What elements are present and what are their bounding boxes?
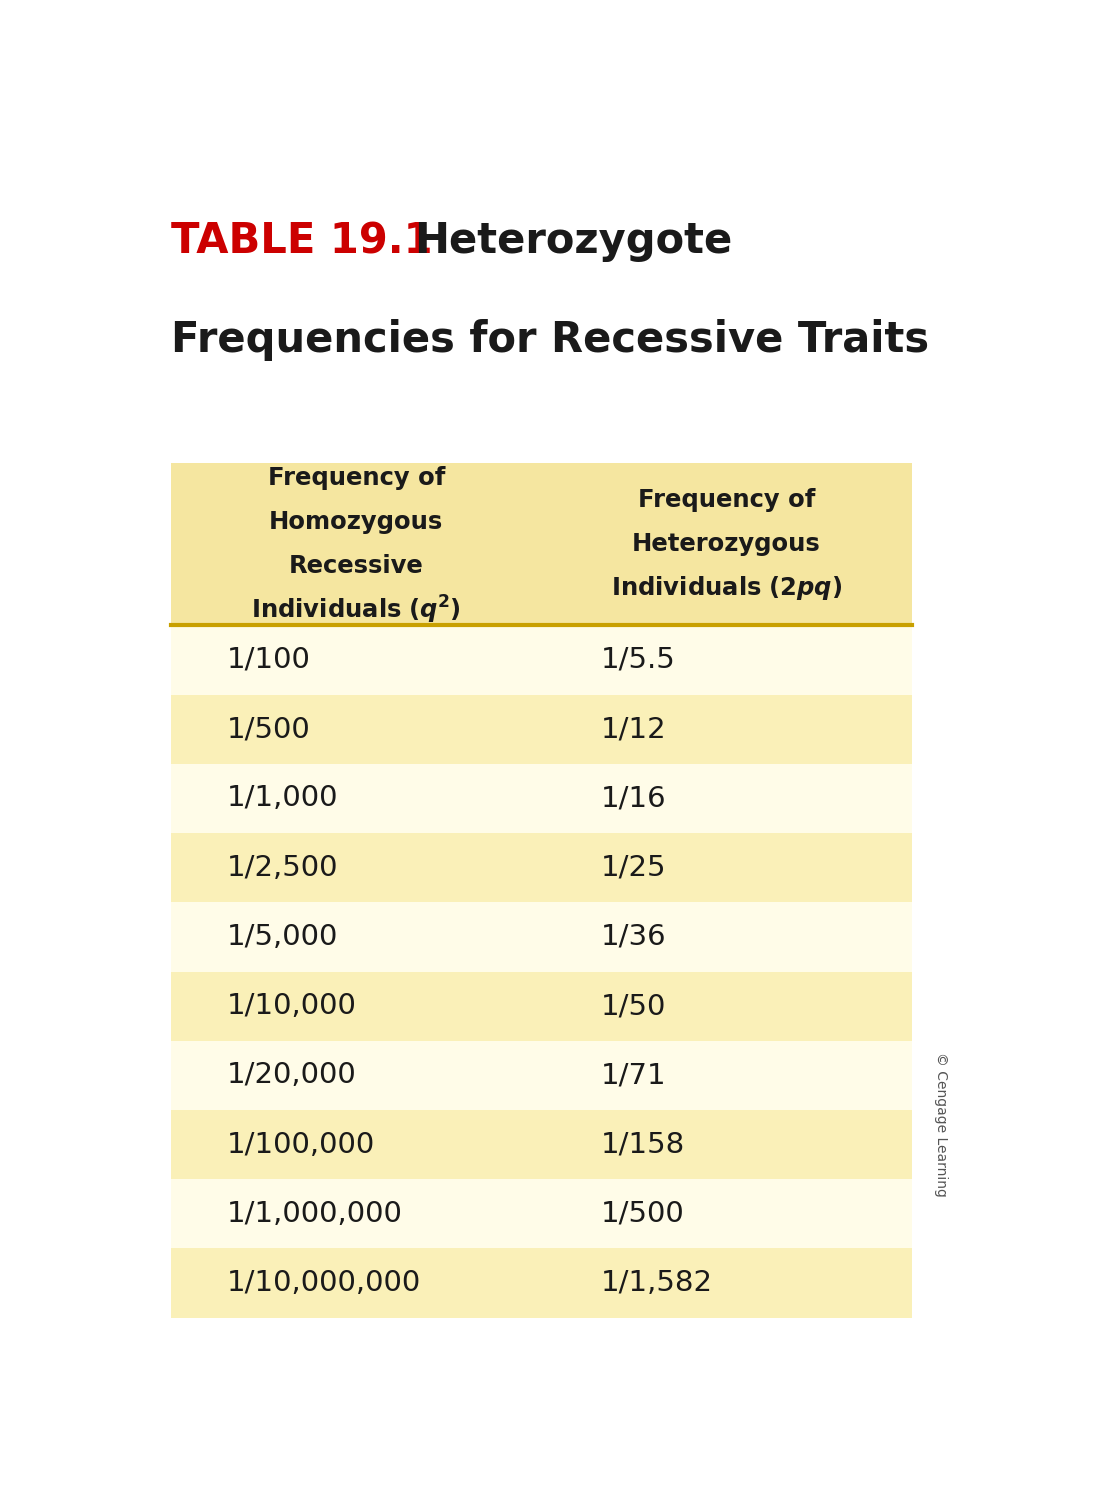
Text: 1/1,000,000: 1/1,000,000 <box>226 1200 403 1228</box>
Bar <box>171 764 911 832</box>
Text: 1/71: 1/71 <box>601 1062 666 1089</box>
Bar <box>171 1248 911 1317</box>
Text: Frequency of: Frequency of <box>638 489 815 513</box>
Text: 1/158: 1/158 <box>601 1131 685 1158</box>
Text: 1/12: 1/12 <box>601 716 666 742</box>
Text: Heterozygote: Heterozygote <box>414 220 732 262</box>
Text: 1/100,000: 1/100,000 <box>226 1131 374 1158</box>
Text: 1/1,582: 1/1,582 <box>601 1269 713 1298</box>
Bar <box>171 1110 911 1179</box>
Bar <box>171 903 911 972</box>
Bar <box>171 972 911 1041</box>
Bar <box>171 1041 911 1110</box>
Text: Heterozygous: Heterozygous <box>632 532 821 556</box>
Text: $\mathbf{Individuals\ (2}$$\bfit{pq}$$\mathbf{)}$: $\mathbf{Individuals\ (2}$$\bfit{pq}$$\m… <box>610 574 842 602</box>
Text: 1/500: 1/500 <box>226 716 311 742</box>
Bar <box>171 1179 911 1248</box>
Text: Homozygous: Homozygous <box>269 510 444 534</box>
Text: 1/1,000: 1/1,000 <box>226 784 338 813</box>
Text: © Cengage Learning: © Cengage Learning <box>934 1052 949 1197</box>
Text: 1/25: 1/25 <box>601 853 666 882</box>
Text: 1/5,000: 1/5,000 <box>226 922 338 951</box>
Text: 1/16: 1/16 <box>601 784 666 813</box>
Text: 1/100: 1/100 <box>226 646 311 674</box>
Text: 1/50: 1/50 <box>601 992 666 1020</box>
Text: 1/10,000: 1/10,000 <box>226 992 357 1020</box>
Text: Frequencies for Recessive Traits: Frequencies for Recessive Traits <box>171 318 929 360</box>
Text: TABLE 19.1: TABLE 19.1 <box>171 220 433 262</box>
Text: 1/2,500: 1/2,500 <box>226 853 338 882</box>
Bar <box>171 464 911 626</box>
Text: 1/5.5: 1/5.5 <box>601 646 675 674</box>
Text: 1/36: 1/36 <box>601 922 666 951</box>
Bar <box>171 626 911 694</box>
Text: 1/20,000: 1/20,000 <box>226 1062 357 1089</box>
Text: Recessive: Recessive <box>289 554 424 578</box>
Bar <box>171 833 911 903</box>
Text: 1/10,000,000: 1/10,000,000 <box>226 1269 421 1298</box>
Bar <box>171 694 911 764</box>
Text: 1/500: 1/500 <box>601 1200 685 1228</box>
Text: $\mathbf{Individuals\ (}$$\bfit{q}$$\mathbf{^2)}$: $\mathbf{Individuals\ (}$$\bfit{q}$$\mat… <box>251 594 461 626</box>
Text: Frequency of: Frequency of <box>268 466 445 490</box>
